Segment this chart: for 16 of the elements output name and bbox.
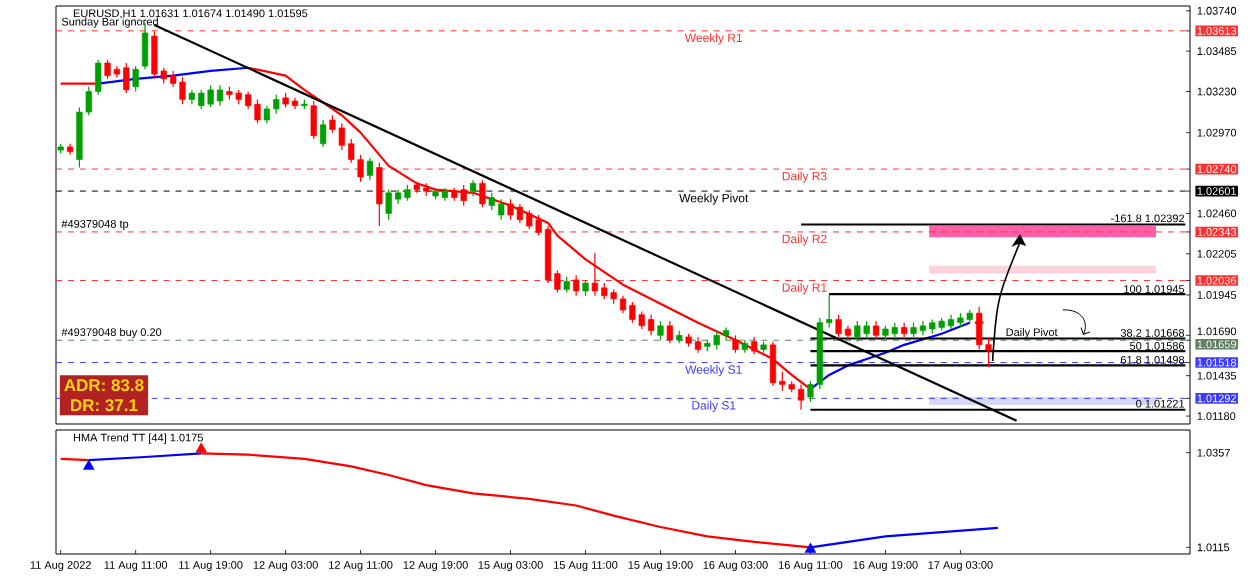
candlestick [376, 162, 383, 227]
candlestick [666, 320, 673, 344]
annotation: ADR: 83.8 [64, 379, 144, 392]
point [805, 543, 816, 553]
candlestick [132, 65, 139, 93]
line-series [97, 66, 250, 85]
candlestick [657, 320, 664, 341]
candlestick [479, 179, 486, 208]
candlestick [319, 119, 327, 148]
annotation: DR: 37.1 [71, 399, 138, 412]
candlestick [573, 274, 580, 297]
point [196, 443, 207, 453]
candlestick [366, 157, 374, 181]
candlestick [310, 100, 317, 140]
point [83, 460, 94, 470]
candlestick [872, 320, 880, 341]
